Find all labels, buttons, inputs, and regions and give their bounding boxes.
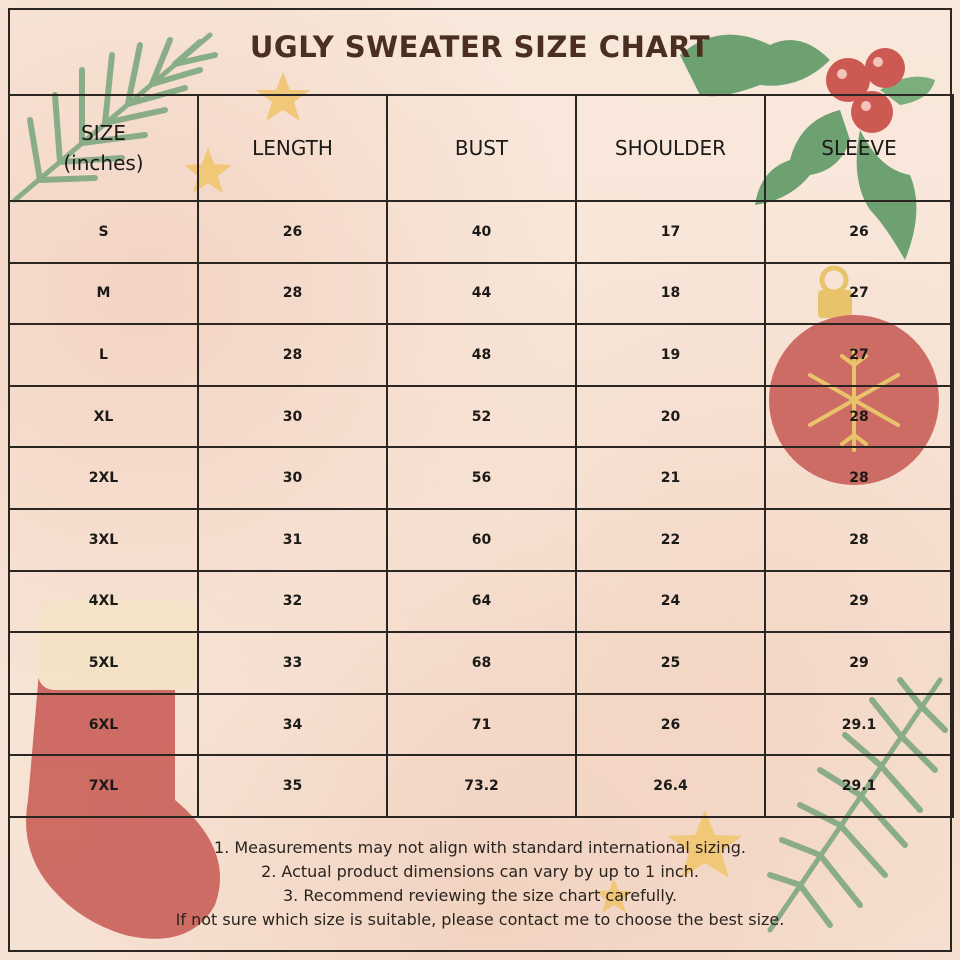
cell-size: L — [8, 323, 199, 387]
cell-sleeve: 29.1 — [764, 692, 954, 757]
cell-size: 5XL — [8, 631, 199, 695]
size-table: SIZE (inches) LENGTH BUST SHOULDER SLEEV… — [8, 94, 954, 818]
note-line: 1. Measurements may not align with stand… — [214, 838, 746, 857]
cell-sleeve: 29 — [764, 631, 954, 695]
cell-bust: 56 — [386, 446, 577, 510]
cell-shoulder: 20 — [575, 384, 766, 449]
cell-sleeve: 27 — [764, 323, 954, 387]
cell-shoulder: 22 — [575, 507, 766, 572]
note-line: If not sure which size is suitable, plea… — [175, 910, 785, 929]
cell-length: 28 — [197, 261, 388, 326]
table-row: 6XL 34 71 26 29.1 — [8, 692, 954, 757]
table-row: L 28 48 19 27 — [8, 323, 954, 387]
cell-bust: 52 — [386, 384, 577, 449]
cell-sleeve: 28 — [764, 446, 954, 510]
cell-size: 4XL — [8, 569, 199, 634]
notes: 1. Measurements may not align with stand… — [0, 836, 960, 932]
cell-size: M — [8, 261, 199, 326]
cell-length: 32 — [197, 569, 388, 634]
cell-length: 28 — [197, 323, 388, 387]
table-row: 5XL 33 68 25 29 — [8, 631, 954, 695]
cell-shoulder: 25 — [575, 631, 766, 695]
cell-sleeve: 29 — [764, 569, 954, 634]
cell-length: 30 — [197, 384, 388, 449]
header-size-label: SIZE — [81, 121, 126, 145]
cell-length: 30 — [197, 446, 388, 510]
cell-shoulder: 17 — [575, 200, 766, 264]
cell-bust: 60 — [386, 507, 577, 572]
cell-shoulder: 26.4 — [575, 754, 766, 818]
cell-size: S — [8, 200, 199, 264]
cell-sleeve: 27 — [764, 261, 954, 326]
cell-sleeve: 26 — [764, 200, 954, 264]
page-title: UGLY SWEATER SIZE CHART — [249, 30, 711, 64]
table-row: M 28 44 18 27 — [8, 261, 954, 326]
cell-size: XL — [8, 384, 199, 449]
header-size: SIZE (inches) — [8, 94, 199, 202]
cell-bust: 44 — [386, 261, 577, 326]
header-size-unit: (inches) — [63, 151, 144, 175]
table-row: 2XL 30 56 21 28 — [8, 446, 954, 510]
cell-shoulder: 21 — [575, 446, 766, 510]
cell-length: 35 — [197, 754, 388, 818]
cell-size: 7XL — [8, 754, 199, 818]
cell-bust: 40 — [386, 200, 577, 264]
cell-shoulder: 26 — [575, 692, 766, 757]
cell-sleeve: 29.1 — [764, 754, 954, 818]
table-row: S 26 40 17 26 — [8, 200, 954, 264]
note-line: 2. Actual product dimensions can vary by… — [261, 862, 699, 881]
cell-shoulder: 18 — [575, 261, 766, 326]
cell-size: 6XL — [8, 692, 199, 757]
header-length: LENGTH — [197, 94, 388, 202]
table-row: 7XL 35 73.2 26.4 29.1 — [8, 754, 954, 818]
cell-bust: 68 — [386, 631, 577, 695]
cell-length: 31 — [197, 507, 388, 572]
table-row: 3XL 31 60 22 28 — [8, 507, 954, 572]
table-row: 4XL 32 64 24 29 — [8, 569, 954, 634]
cell-length: 26 — [197, 200, 388, 264]
cell-sleeve: 28 — [764, 507, 954, 572]
cell-bust: 48 — [386, 323, 577, 387]
cell-bust: 64 — [386, 569, 577, 634]
cell-size: 3XL — [8, 507, 199, 572]
cell-shoulder: 24 — [575, 569, 766, 634]
cell-length: 33 — [197, 631, 388, 695]
cell-size: 2XL — [8, 446, 199, 510]
table-row: XL 30 52 20 28 — [8, 384, 954, 449]
cell-sleeve: 28 — [764, 384, 954, 449]
cell-shoulder: 19 — [575, 323, 766, 387]
note-line: 3. Recommend reviewing the size chart ca… — [282, 886, 678, 905]
header-sleeve: SLEEVE — [764, 94, 954, 202]
header-shoulder: SHOULDER — [575, 94, 766, 202]
header-bust: BUST — [386, 94, 577, 202]
cell-length: 34 — [197, 692, 388, 757]
cell-bust: 71 — [386, 692, 577, 757]
header-row: SIZE (inches) LENGTH BUST SHOULDER SLEEV… — [8, 94, 954, 202]
cell-bust: 73.2 — [386, 754, 577, 818]
